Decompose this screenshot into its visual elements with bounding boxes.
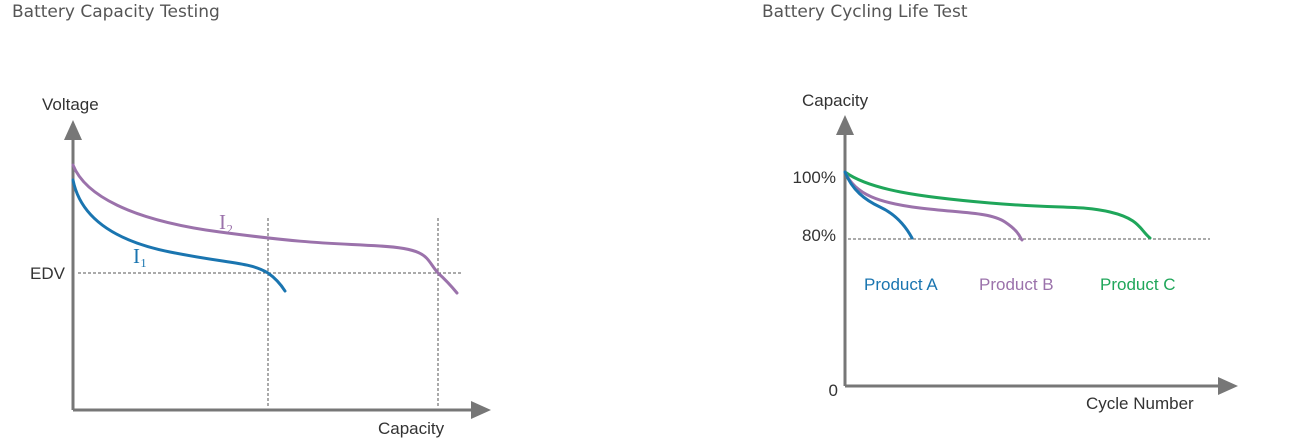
x-axis-label: Cycle Number: [1086, 394, 1194, 413]
panel-title: Battery Capacity Testing: [12, 2, 220, 22]
tick-label: 100%: [793, 168, 836, 187]
x-arrow: [1218, 377, 1238, 395]
y-arrow: [64, 120, 82, 140]
curve-i2: [71, 163, 459, 295]
edv-label: EDV: [30, 264, 66, 283]
y-arrow: [836, 115, 854, 135]
curve-c: [843, 170, 1152, 240]
legend-label: Product A: [864, 275, 938, 294]
legend-label: Product B: [979, 275, 1054, 294]
x-axis-label: Capacity: [378, 419, 445, 438]
curve-label: I₂: [219, 210, 233, 234]
y-axis-label: Voltage: [42, 95, 99, 114]
curve-label: I₁: [133, 244, 147, 268]
legend-label: Product C: [1100, 275, 1176, 294]
curve-i1: [71, 178, 287, 293]
panel-title: Battery Cycling Life Test: [762, 2, 968, 22]
tick-label: 0: [829, 381, 838, 400]
y-axis-label: Capacity: [802, 91, 869, 110]
curve-b: [843, 170, 1024, 242]
curve-a: [843, 170, 914, 240]
x-arrow: [471, 401, 491, 419]
tick-label: 80%: [802, 226, 836, 245]
